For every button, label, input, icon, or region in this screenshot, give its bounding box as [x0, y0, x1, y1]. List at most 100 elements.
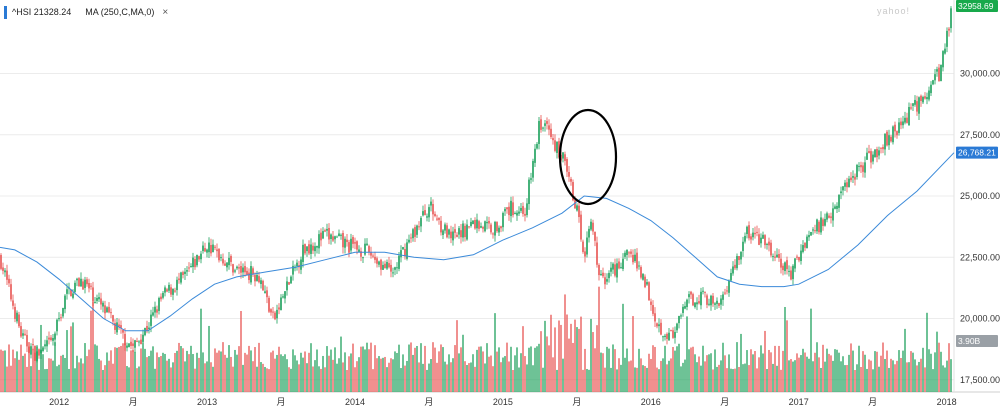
- candle-body: [552, 138, 554, 141]
- volume-bar: [680, 366, 682, 392]
- candle-body: [236, 266, 238, 269]
- volume-bar: [888, 367, 890, 392]
- candle-body: [422, 211, 424, 216]
- candle-body: [44, 344, 46, 347]
- candle-body: [292, 265, 294, 275]
- candle-body: [160, 296, 162, 300]
- volume-bar: [648, 353, 650, 392]
- candle-body: [882, 146, 884, 150]
- volume-bar: [934, 352, 936, 392]
- volume-bar: [948, 343, 950, 392]
- close-indicator-icon[interactable]: ×: [162, 6, 169, 18]
- candle-body: [828, 215, 830, 218]
- volume-bar: [126, 366, 128, 392]
- candle-body: [128, 343, 130, 348]
- volume-bar: [106, 352, 108, 392]
- candle-body: [324, 230, 326, 232]
- volume-bar: [410, 342, 412, 392]
- indicator-label[interactable]: MA (250,C,MA,0): [85, 7, 155, 17]
- volume-bar: [792, 361, 794, 392]
- candle-body: [472, 220, 474, 225]
- volume-bar: [846, 365, 848, 392]
- volume-bar: [148, 356, 150, 392]
- candle-body: [326, 228, 328, 231]
- y-tick-label: 25,000.00: [960, 191, 1000, 201]
- candle-body: [850, 177, 852, 181]
- candle-body: [104, 305, 106, 314]
- candle-body: [734, 264, 736, 269]
- volume-bar: [320, 368, 322, 392]
- volume-bar: [614, 349, 616, 392]
- volume-bar: [910, 351, 912, 392]
- candle-body: [284, 291, 286, 299]
- volume-bar: [266, 368, 268, 392]
- candle-body: [660, 322, 662, 335]
- volume-bar: [562, 358, 564, 392]
- volume-bar: [46, 368, 48, 392]
- volume-bar: [370, 342, 372, 392]
- candle-body: [230, 256, 232, 262]
- volume-bar: [718, 364, 720, 392]
- volume-bar: [108, 360, 110, 392]
- volume-bar: [822, 344, 824, 392]
- candle-body: [60, 317, 62, 319]
- volume-bar: [726, 368, 728, 392]
- volume-bar: [380, 358, 382, 392]
- candle-body: [94, 302, 96, 304]
- volume-bar: [860, 366, 862, 392]
- volume-bar: [114, 347, 116, 392]
- volume-bar: [186, 350, 188, 392]
- volume-bar: [44, 369, 46, 392]
- candle-body: [808, 235, 810, 238]
- volume-bar: [740, 333, 742, 392]
- candle-body: [206, 249, 208, 253]
- candle-body: [438, 217, 440, 220]
- candle-body: [212, 244, 214, 253]
- candle-body: [434, 213, 436, 217]
- candle-body: [458, 228, 460, 235]
- candle-body: [48, 337, 50, 340]
- volume-bar: [198, 357, 200, 392]
- candle-body: [386, 261, 388, 269]
- volume-bar: [704, 361, 706, 392]
- volume-bar: [222, 342, 224, 392]
- candle-body: [52, 337, 54, 341]
- volume-bar: [384, 356, 386, 392]
- candle-body: [226, 262, 228, 268]
- volume-bar: [836, 349, 838, 392]
- candle-body: [824, 218, 826, 226]
- candle-body: [126, 345, 128, 348]
- x-tick-label: 2018: [937, 397, 957, 407]
- volume-bar: [624, 357, 626, 392]
- volume-bar: [928, 349, 930, 392]
- candle-body: [724, 292, 726, 294]
- volume-bar: [248, 345, 250, 392]
- volume-bar: [156, 352, 158, 392]
- candle-body: [270, 309, 272, 313]
- candle-body: [870, 151, 872, 163]
- volume-bar: [152, 346, 154, 392]
- volume-bar: [34, 352, 36, 392]
- volume-bar: [88, 349, 90, 392]
- candle-body: [816, 219, 818, 232]
- volume-bar: [744, 363, 746, 392]
- volume-bar: [192, 354, 194, 392]
- candle-body: [204, 248, 206, 252]
- candle-body: [188, 267, 190, 269]
- volume-bar: [808, 358, 810, 392]
- candle-body: [752, 232, 754, 238]
- volume-bar: [138, 366, 140, 392]
- candle-body: [214, 246, 216, 248]
- volume-bar: [750, 349, 752, 392]
- volume-bar: [332, 359, 334, 392]
- candle-body: [398, 255, 400, 269]
- symbol-label[interactable]: ^HSI: [12, 7, 32, 17]
- volume-bar: [232, 366, 234, 392]
- candle-body: [914, 99, 916, 105]
- volume-bar: [16, 351, 18, 392]
- candle-body: [756, 231, 758, 233]
- candle-body: [804, 242, 806, 248]
- volume-bar: [938, 342, 940, 392]
- volume-bar: [218, 350, 220, 392]
